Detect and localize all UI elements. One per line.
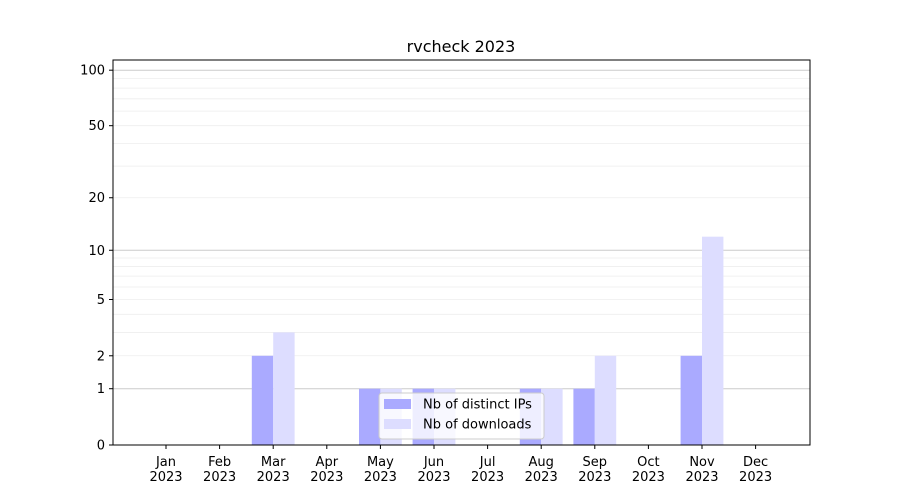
x-tick-label: Nov 2023 [685, 455, 718, 485]
bar-ips [359, 388, 381, 445]
bar-ips [680, 355, 702, 445]
legend: Nb of distinct IPs Nb of downloads [378, 392, 545, 440]
legend-box [378, 392, 545, 440]
y-tick-label: 1 [97, 382, 105, 397]
y-tick-label: 5 [97, 293, 105, 308]
y-tick-label: 2 [97, 349, 105, 364]
bar-downloads [702, 236, 724, 445]
bar-downloads [594, 355, 617, 445]
legend-label: Nb of downloads [423, 418, 532, 433]
legend-label: Nb of distinct IPs [423, 398, 532, 413]
y-tick-label: 100 [80, 64, 105, 79]
plot-frame [112, 59, 811, 446]
bar-ips [251, 355, 274, 445]
x-tick-label: Jul 2023 [471, 455, 504, 485]
x-tick-label: Sep 2023 [578, 455, 611, 485]
x-tick-label: Jan 2023 [149, 455, 182, 485]
y-tick-label: 50 [88, 119, 105, 134]
x-tick-label: Mar 2023 [257, 455, 290, 485]
legend-swatch [384, 419, 411, 429]
bar-downloads [273, 332, 295, 445]
x-tick-label: Oct 2023 [632, 455, 665, 485]
x-tick-label: Apr 2023 [310, 455, 343, 485]
y-tick-label: 10 [88, 244, 105, 259]
x-tick-label: Aug 2023 [525, 455, 558, 485]
y-tick-label: 0 [97, 439, 105, 454]
x-tick-label: Dec 2023 [739, 455, 772, 485]
bar-downloads [541, 388, 563, 445]
bar-ips [573, 388, 595, 445]
legend-swatch [384, 399, 411, 409]
chart-title: rvcheck 2023 [407, 37, 516, 56]
x-tick-label: Feb 2023 [203, 455, 236, 485]
x-tick-label: May 2023 [364, 455, 397, 485]
y-tick-label: 20 [88, 191, 105, 206]
x-tick-label: Jun 2023 [417, 455, 450, 485]
